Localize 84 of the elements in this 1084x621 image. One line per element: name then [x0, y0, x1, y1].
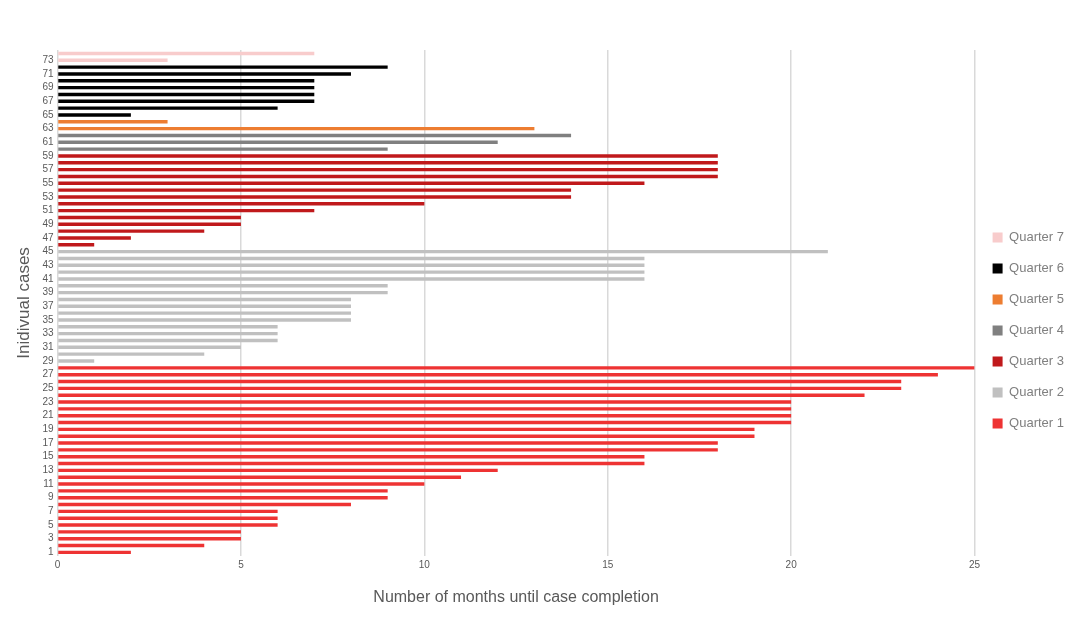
legend-label: Quarter 5 — [1009, 291, 1065, 307]
y-tick-label: 65 — [42, 108, 54, 120]
y-axis-title: Inidivual cases — [13, 247, 33, 359]
x-tick-label: 5 — [238, 558, 245, 570]
bar — [58, 352, 205, 356]
bar — [58, 65, 388, 69]
y-tick-label: 13 — [42, 464, 54, 476]
legend-label: Quarter 4 — [1009, 322, 1065, 338]
y-tick-label: 5 — [47, 518, 54, 530]
y-tick-label: 25 — [42, 382, 54, 394]
bar — [58, 448, 718, 452]
y-tick-label: 23 — [42, 395, 54, 407]
bar — [58, 359, 95, 363]
legend-label: Quarter 2 — [1009, 384, 1065, 400]
x-tick-label: 10 — [418, 558, 431, 570]
y-tick-label: 39 — [42, 286, 54, 298]
x-tick-label: 20 — [785, 558, 798, 570]
x-axis-title: Number of months until case completion — [373, 587, 659, 605]
y-tick-label: 3 — [47, 532, 54, 544]
y-tick-label: 21 — [42, 409, 54, 421]
y-tick-label: 61 — [42, 136, 54, 148]
y-tick-label: 59 — [42, 149, 54, 161]
bar — [58, 489, 388, 493]
y-tick-label: 31 — [42, 341, 54, 353]
legend-label: Quarter 6 — [1009, 260, 1065, 276]
bar — [58, 147, 388, 151]
bar — [58, 243, 95, 247]
y-tick-label: 53 — [42, 190, 54, 202]
y-tick-label: 57 — [42, 163, 54, 175]
y-tick-label: 49 — [42, 218, 54, 230]
x-tick-label: 25 — [969, 558, 981, 570]
bar — [58, 72, 351, 76]
y-tick-label: 67 — [42, 95, 54, 107]
y-tick-label: 37 — [42, 300, 54, 312]
legend-label: Quarter 1 — [1009, 415, 1065, 431]
bar — [58, 523, 278, 527]
y-tick-label: 1 — [47, 546, 54, 558]
bar — [58, 482, 425, 486]
bar — [58, 366, 975, 370]
y-tick-label: 69 — [42, 81, 54, 93]
bar — [58, 154, 718, 158]
y-tick-label: 33 — [42, 327, 54, 339]
bar — [58, 475, 462, 479]
legend-label: Quarter 7 — [1009, 229, 1065, 245]
y-tick-label: 73 — [42, 54, 54, 65]
y-tick-label: 63 — [42, 122, 54, 134]
bar — [58, 188, 572, 192]
bar — [58, 270, 645, 274]
y-tick-label: 51 — [42, 204, 54, 216]
y-tick-label: 71 — [42, 67, 54, 79]
bar — [58, 236, 131, 240]
y-tick-label: 15 — [42, 450, 54, 462]
bar — [58, 407, 792, 411]
bar — [58, 434, 755, 438]
y-tick-label: 17 — [42, 436, 54, 448]
bar — [58, 277, 645, 281]
y-tick-label: 47 — [42, 231, 54, 243]
bar — [58, 400, 792, 404]
x-tick-label: 15 — [602, 558, 614, 570]
bar — [58, 516, 278, 520]
x-tick-label: 0 — [54, 558, 61, 570]
bar — [58, 311, 351, 315]
y-tick-label: 35 — [42, 313, 54, 325]
y-tick-label: 43 — [42, 259, 54, 271]
y-tick-label: 27 — [42, 368, 54, 380]
bar — [58, 318, 351, 322]
y-tick-label: 7 — [47, 505, 54, 517]
bar — [58, 393, 865, 397]
bar — [58, 325, 278, 329]
bar — [58, 195, 572, 199]
bar — [58, 113, 131, 117]
legend-label: Quarter 3 — [1009, 353, 1065, 369]
y-tick-label: 55 — [42, 177, 54, 189]
y-tick-label: 41 — [42, 272, 54, 284]
bar — [58, 530, 241, 534]
y-tick-label: 11 — [43, 477, 54, 489]
y-tick-label: 9 — [47, 491, 54, 503]
y-tick-label: 29 — [42, 354, 54, 366]
y-tick-label: 45 — [42, 245, 54, 257]
bar — [58, 284, 388, 288]
bar — [58, 106, 278, 110]
y-tick-label: 19 — [42, 423, 54, 435]
bar — [58, 441, 718, 445]
bar — [58, 229, 205, 233]
